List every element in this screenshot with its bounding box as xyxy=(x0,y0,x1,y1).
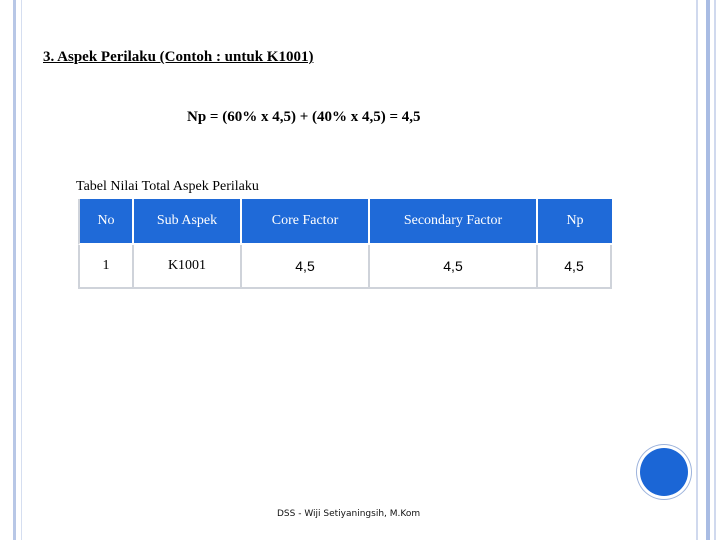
left-decorative-bar xyxy=(13,0,16,540)
np-formula: Np = (60% x 4,5) + (40% x 4,5) = 4,5 xyxy=(187,109,421,125)
cell-sub-aspek: K1001 xyxy=(134,245,242,289)
section-heading: 3. Aspek Perilaku (Contoh : untuk K1001) xyxy=(43,49,314,65)
left-decorative-line xyxy=(21,0,22,540)
decorative-circle xyxy=(640,448,688,496)
cell-secondary-factor: 4,5 xyxy=(370,245,538,289)
cell-core-factor: 4,5 xyxy=(242,245,370,289)
table-row: 1 K1001 4,5 4,5 4,5 xyxy=(78,245,612,289)
right-decorative-bar xyxy=(706,0,710,540)
right-decorative-line xyxy=(696,0,698,540)
header-np: Np xyxy=(538,199,612,245)
cell-no: 1 xyxy=(78,245,134,289)
header-secondary-factor: Secondary Factor xyxy=(370,199,538,245)
nilai-table: No Sub Aspek Core Factor Secondary Facto… xyxy=(78,199,612,289)
right-decorative-line-outer xyxy=(714,0,716,540)
header-no: No xyxy=(78,199,134,245)
slide-footer: DSS - Wiji Setiyaningsih, M.Kom xyxy=(277,509,421,519)
header-core-factor: Core Factor xyxy=(242,199,370,245)
cell-np: 4,5 xyxy=(538,245,612,289)
table-header-row: No Sub Aspek Core Factor Secondary Facto… xyxy=(78,199,612,245)
table-caption: Tabel Nilai Total Aspek Perilaku xyxy=(76,179,259,194)
header-sub-aspek: Sub Aspek xyxy=(134,199,242,245)
